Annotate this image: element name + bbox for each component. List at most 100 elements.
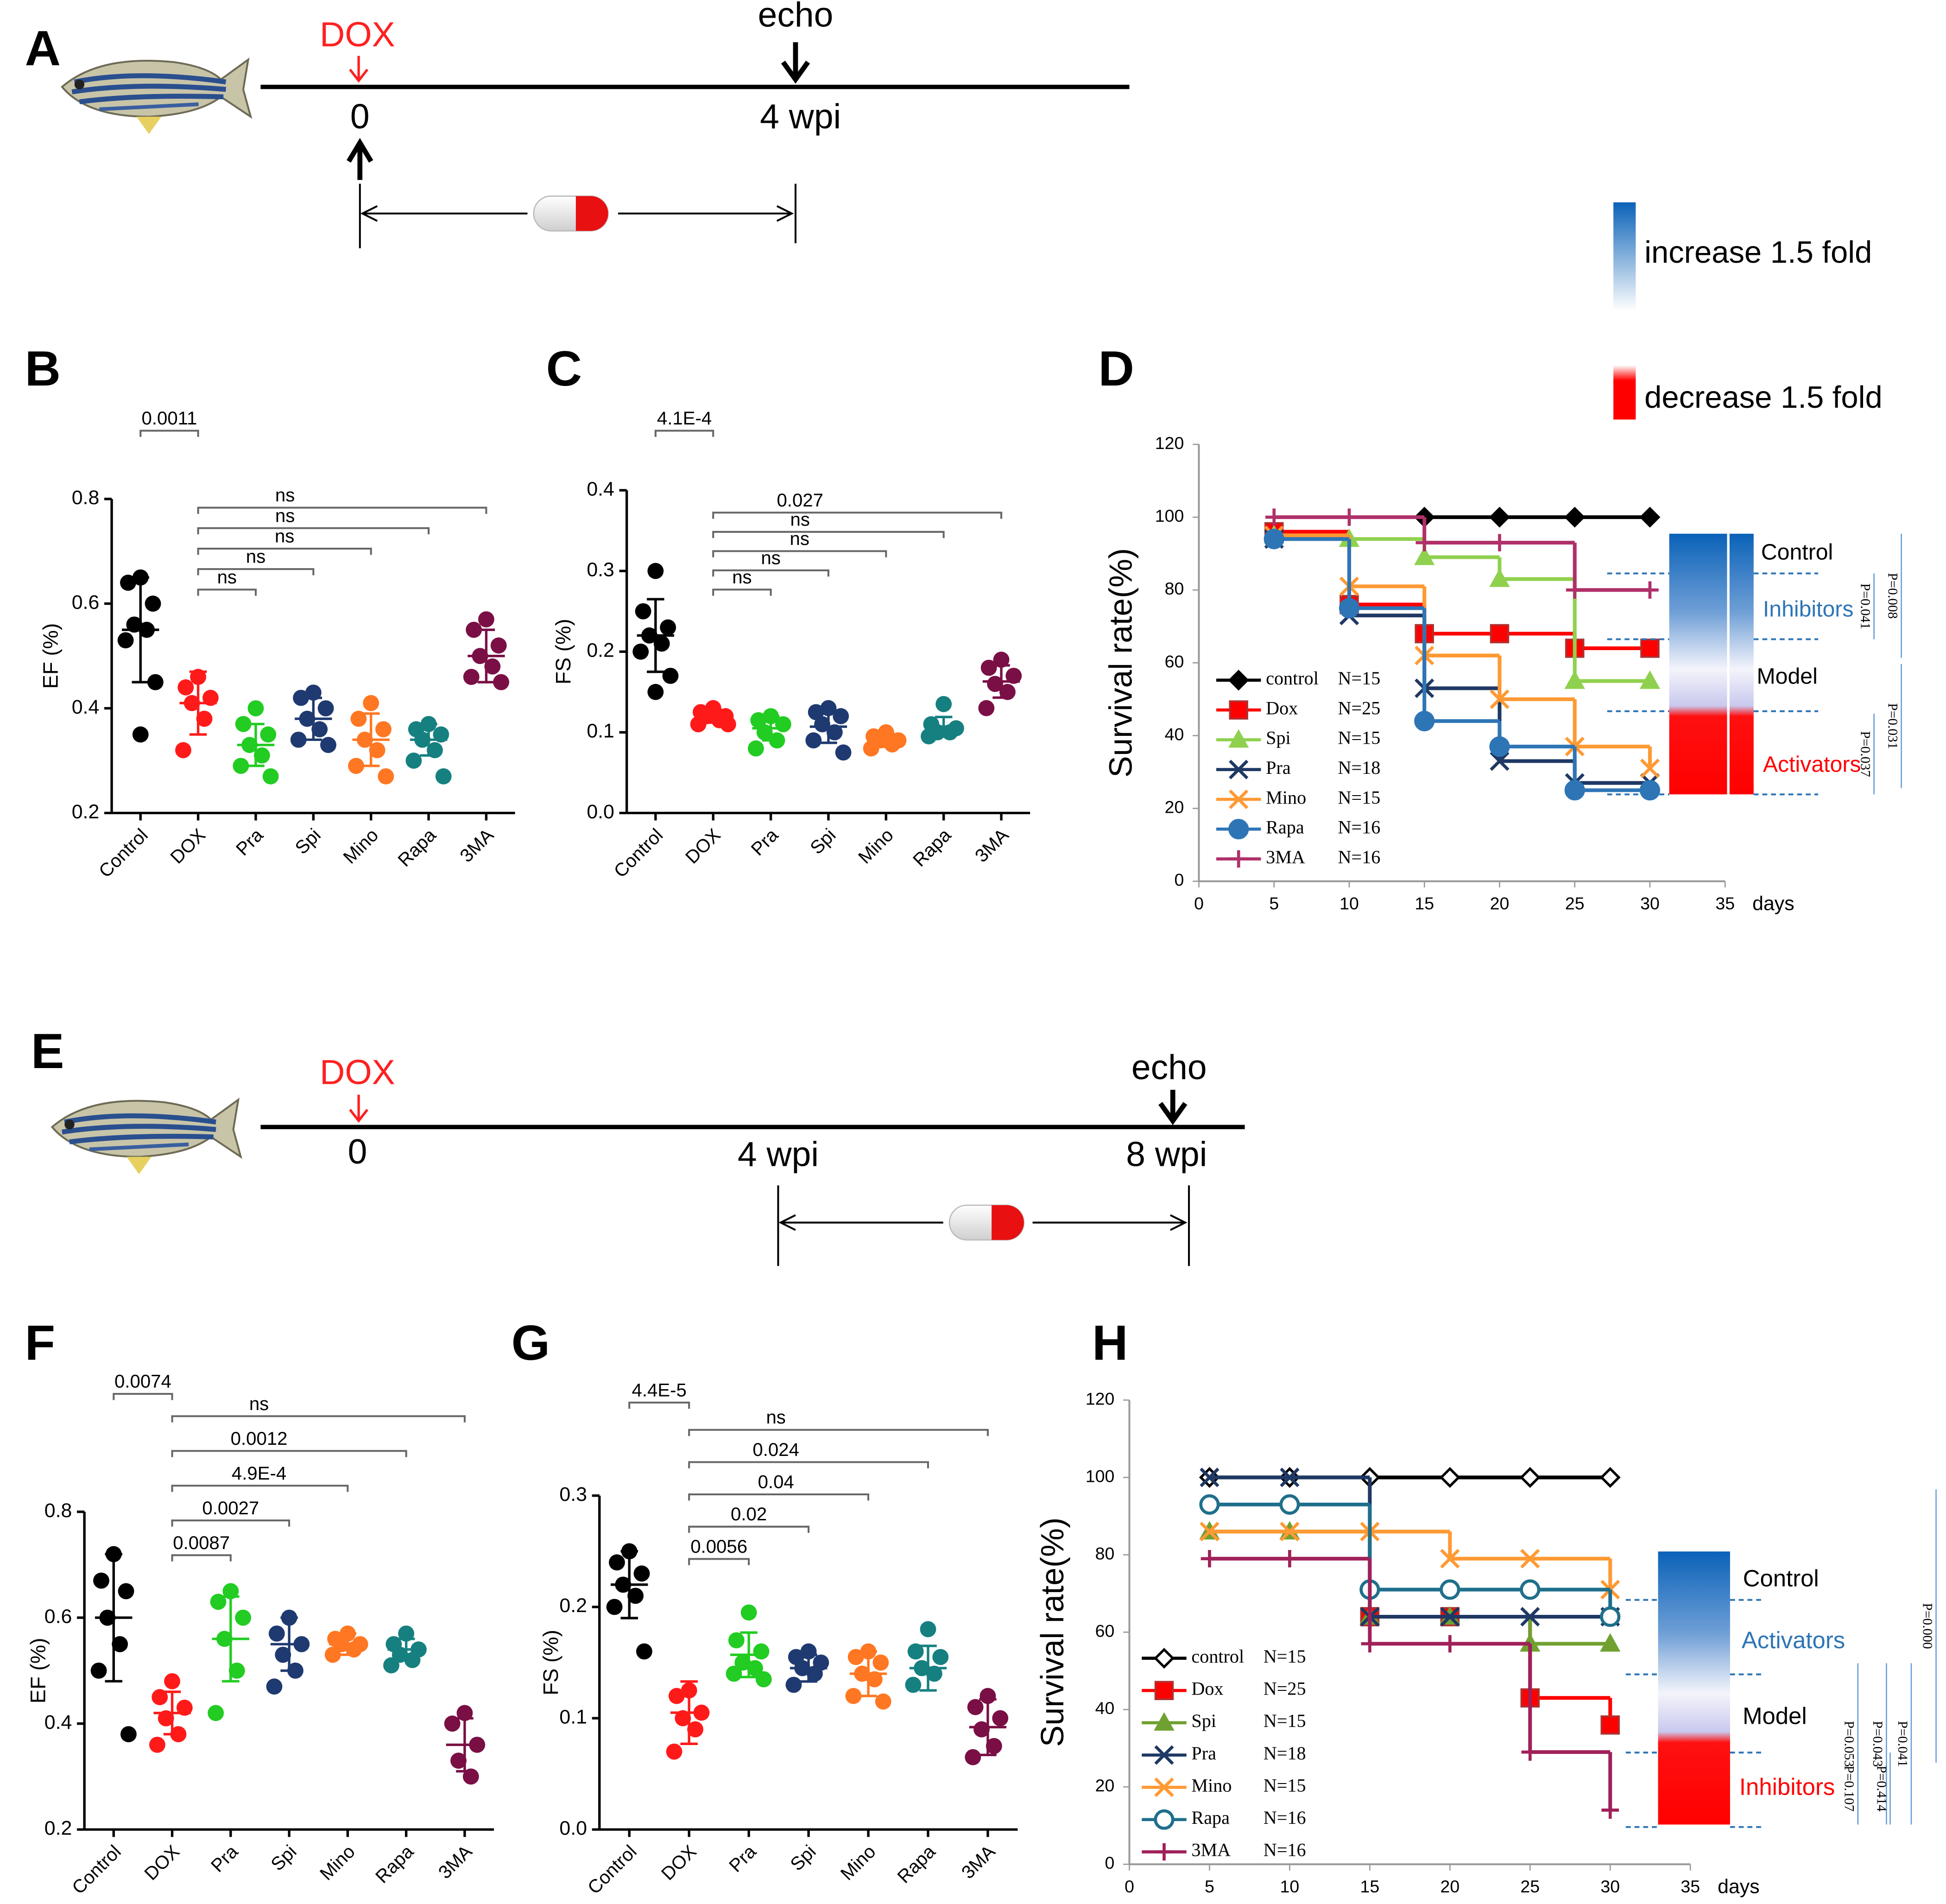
data-point	[484, 658, 501, 675]
y-tick-label: 40	[1095, 1698, 1115, 1718]
p-value-label: P=0.043	[1870, 1721, 1885, 1767]
data-point	[290, 731, 307, 748]
x-tick-label: Mino	[316, 1841, 359, 1884]
data-point	[383, 1657, 399, 1674]
data-point	[606, 1599, 623, 1615]
data-point	[478, 611, 494, 628]
marker	[1639, 670, 1661, 689]
data-point	[324, 1646, 341, 1663]
marker	[1489, 506, 1510, 528]
significance-label: 0.0087	[173, 1532, 230, 1553]
p-value-label: P=0.041	[1858, 583, 1872, 629]
y-tick-label: 0.8	[72, 487, 100, 509]
data-point	[435, 768, 452, 784]
data-point	[720, 716, 736, 733]
legend-label: Dox	[1191, 1678, 1223, 1699]
data-point	[920, 1621, 936, 1638]
ranking-label: Control	[1743, 1565, 1819, 1591]
y-tick-label: 0.0	[559, 1817, 587, 1840]
marker	[1265, 508, 1283, 526]
significance-bracket	[171, 1519, 291, 1527]
panel-letter: E	[31, 1023, 64, 1079]
data-point	[405, 753, 422, 769]
x-tick-label: Pra	[725, 1841, 760, 1876]
pill-icon	[948, 1204, 1025, 1241]
significance-label: 0.0074	[114, 1371, 171, 1392]
x-tick-label: Pra	[747, 824, 782, 860]
readout-label: echo	[758, 0, 834, 34]
data-point	[660, 619, 676, 636]
legend-n: N=15	[1338, 727, 1381, 748]
y-tick-label: 60	[1095, 1621, 1115, 1640]
data-point	[158, 1710, 174, 1727]
y-tick-label: 0	[1174, 870, 1184, 890]
significance-label: 0.024	[752, 1439, 799, 1460]
time-point: 4 wpi	[738, 1134, 819, 1173]
significance-bracket	[139, 430, 199, 437]
y-tick-label: 0	[1105, 1853, 1114, 1872]
marker	[1439, 1467, 1460, 1488]
x-axis-label: days	[1718, 1875, 1760, 1898]
data-point	[466, 621, 482, 638]
data-point	[675, 1710, 691, 1727]
x-tick-label: Spi	[806, 824, 840, 858]
data-point	[369, 742, 385, 759]
significance-label: 0.0011	[142, 408, 197, 429]
x-tick-label: Control	[583, 1841, 640, 1898]
x-tick-label: DOX	[681, 824, 724, 867]
y-tick-label: 0.4	[587, 478, 614, 500]
data-point	[866, 1671, 883, 1688]
marker	[1520, 1607, 1540, 1627]
data-point	[805, 732, 822, 749]
x-tick-label: 15	[1415, 894, 1434, 913]
data-point	[235, 1609, 252, 1626]
marker	[1489, 736, 1510, 757]
data-point	[973, 1721, 990, 1738]
legend-marker	[1230, 850, 1247, 868]
legend-label: control	[1191, 1646, 1244, 1667]
significance-bracket	[113, 1393, 173, 1400]
data-point	[872, 1654, 889, 1671]
marker	[1361, 1635, 1379, 1653]
data-point	[747, 1660, 763, 1676]
significance-bracket	[171, 1450, 407, 1457]
data-point	[398, 1625, 415, 1642]
ranking-label: Inhibitors	[1739, 1773, 1835, 1800]
significance-label: ns	[766, 1407, 785, 1428]
ranking-label: Activators	[1742, 1627, 1845, 1653]
significance-label: ns	[275, 485, 295, 506]
data-point	[980, 659, 997, 676]
data-point	[320, 737, 336, 753]
y-tick-label: 80	[1165, 579, 1184, 598]
y-tick-label: 0.1	[559, 1706, 587, 1728]
data-point	[753, 1643, 770, 1660]
data-point	[346, 1641, 362, 1658]
x-tick-label: 10	[1339, 894, 1359, 913]
data-point	[627, 1588, 644, 1604]
legend-n: N=15	[1264, 1775, 1306, 1796]
data-point	[907, 1643, 924, 1660]
x-tick-label: 25	[1520, 1877, 1540, 1896]
data-point	[375, 721, 392, 738]
marker	[1521, 1743, 1539, 1761]
y-tick-label: 0.6	[72, 591, 100, 614]
marker	[1440, 1549, 1460, 1569]
x-tick-label: 0	[1125, 1877, 1134, 1896]
significance-bracket	[197, 588, 257, 596]
x-tick-label: Rapa	[394, 824, 440, 871]
ranking-label: Activators	[1763, 752, 1861, 777]
marker	[1199, 1494, 1220, 1515]
legend-n: N=15	[1338, 787, 1381, 808]
readout-arrow	[1158, 1089, 1188, 1126]
significance-label: 0.04	[758, 1472, 794, 1493]
data-point	[493, 674, 509, 690]
x-tick-label: Spi	[786, 1841, 820, 1875]
significance-label: ns	[246, 546, 265, 567]
y-tick-label: 60	[1165, 652, 1184, 671]
data-point	[118, 1583, 134, 1600]
x-tick-label: Pra	[232, 824, 267, 860]
significance-label: ns	[217, 567, 237, 588]
key-label: increase 1.5 fold	[1644, 235, 1872, 270]
data-point	[152, 1689, 168, 1705]
marker	[1641, 581, 1659, 599]
